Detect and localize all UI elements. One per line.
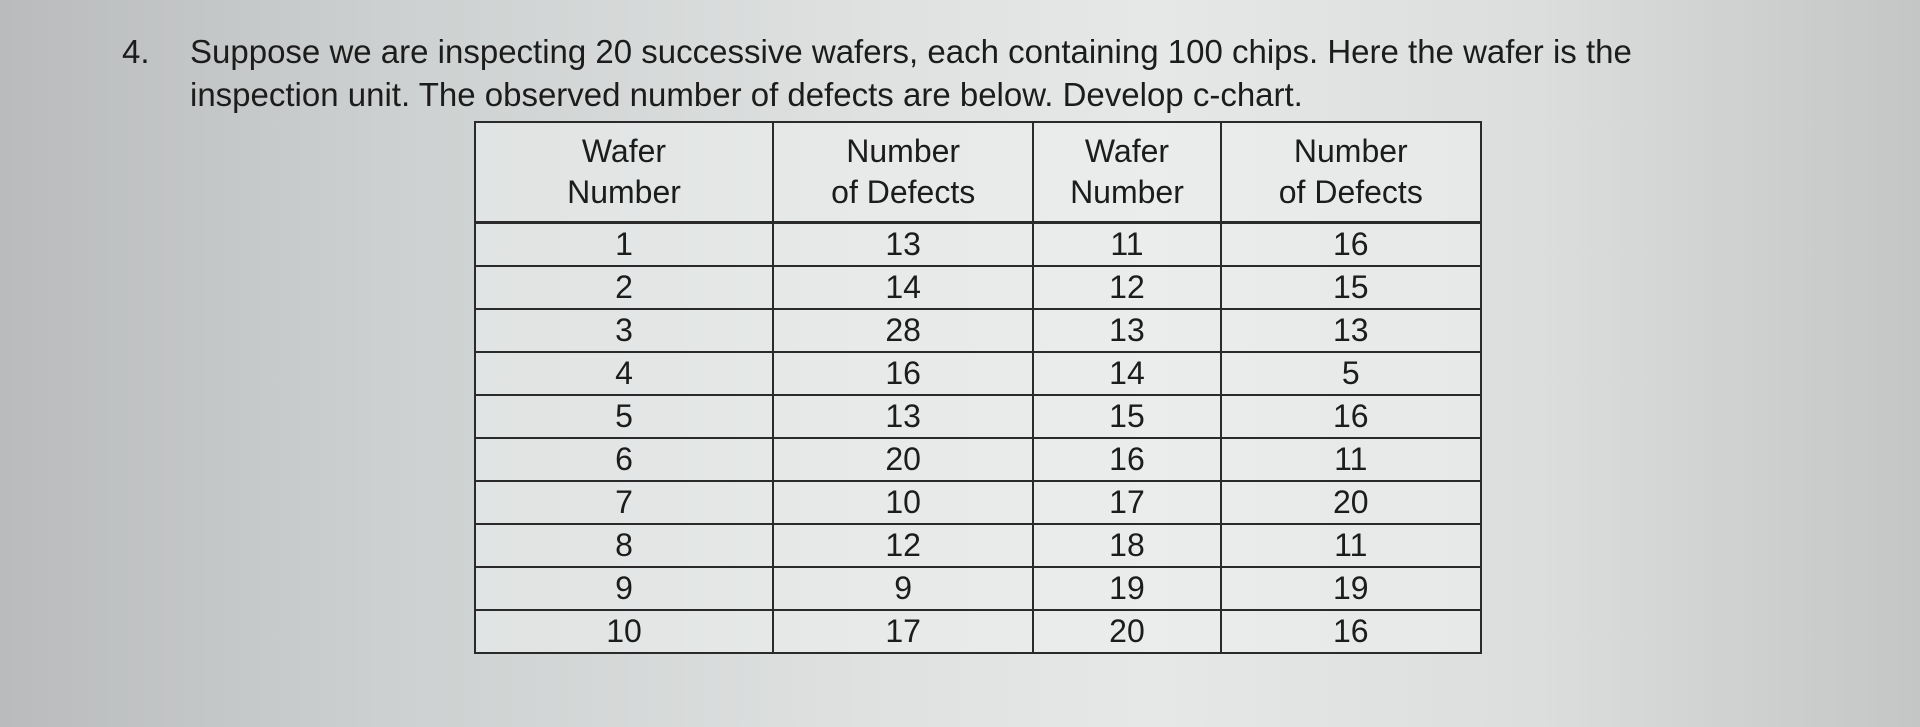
table-row: 2 14 12 15 (474, 265, 1483, 310)
defects-count-cell: 9 (771, 566, 1035, 611)
header-text: Number (1070, 174, 1184, 210)
table-row: 10 17 20 16 (474, 609, 1483, 654)
question-line-1: Suppose we are inspecting 20 successive … (190, 33, 1632, 70)
wafer-number-cell: 15 (1032, 394, 1222, 439)
wafer-number-cell: 9 (474, 566, 774, 611)
wafer-number-cell: 20 (1032, 609, 1222, 654)
defects-count-cell: 28 (771, 308, 1035, 353)
defects-count-cell: 13 (771, 221, 1035, 267)
question-line-2: inspection unit. The observed number of … (190, 76, 1303, 113)
defects-count-cell: 5 (1219, 351, 1483, 396)
wafer-number-cell: 13 (1032, 308, 1222, 353)
header-text: Number (846, 133, 961, 169)
defects-count-cell: 16 (1219, 394, 1483, 439)
defects-count-cell: 16 (1219, 609, 1483, 654)
table-row: 6 20 16 11 (474, 437, 1483, 482)
defects-count-cell: 12 (771, 523, 1035, 568)
header-text: of Defects (831, 174, 976, 210)
header-number-of-defects-1: Number of Defects (771, 121, 1035, 224)
wafer-number-cell: 7 (474, 480, 774, 525)
defects-count-cell: 16 (771, 351, 1035, 396)
wafer-number-cell: 1 (474, 221, 774, 267)
defects-count-cell: 15 (1219, 265, 1483, 310)
wafer-number-cell: 19 (1032, 566, 1222, 611)
wafer-number-cell: 10 (474, 609, 774, 654)
question-number: 4. (122, 33, 150, 70)
wafer-number-cell: 18 (1032, 523, 1222, 568)
defects-count-cell: 13 (1219, 308, 1483, 353)
defects-count-cell: 10 (771, 480, 1035, 525)
wafer-number-cell: 16 (1032, 437, 1222, 482)
header-text: of Defects (1278, 174, 1423, 210)
table-row: 7 10 17 20 (474, 480, 1483, 525)
wafer-number-cell: 4 (474, 351, 774, 396)
defects-count-cell: 20 (771, 437, 1035, 482)
wafer-number-cell: 8 (474, 523, 774, 568)
defects-count-cell: 17 (771, 609, 1035, 654)
wafer-number-cell: 14 (1032, 351, 1222, 396)
defects-count-cell: 14 (771, 265, 1035, 310)
defects-count-cell: 16 (1219, 221, 1483, 267)
header-wafer-number-1: Wafer Number (474, 121, 774, 224)
wafer-number-cell: 5 (474, 394, 774, 439)
header-wafer-number-2: Wafer Number (1032, 121, 1222, 224)
header-number-of-defects-2: Number of Defects (1219, 121, 1483, 224)
defects-table: Wafer Number Number of Defects Wafer Num… (474, 121, 1483, 654)
header-text: Number (567, 174, 681, 210)
header-text: Wafer (581, 133, 667, 169)
wafer-number-cell: 17 (1032, 480, 1222, 525)
table-row: 4 16 14 5 (474, 351, 1483, 396)
table-header-row: Wafer Number Number of Defects Wafer Num… (474, 121, 1483, 224)
wafer-number-cell: 2 (474, 265, 774, 310)
wafer-number-cell: 3 (474, 308, 774, 353)
header-text: Wafer (1084, 133, 1170, 169)
defects-count-cell: 11 (1219, 437, 1483, 482)
table-row: 9 9 19 19 (474, 566, 1483, 611)
wafer-number-cell: 6 (474, 437, 774, 482)
defects-count-cell: 20 (1219, 480, 1483, 525)
wafer-number-cell: 11 (1032, 221, 1222, 267)
table-row: 8 12 18 11 (474, 523, 1483, 568)
wafer-number-cell: 12 (1032, 265, 1222, 310)
table-row: 1 13 11 16 (474, 221, 1483, 267)
table-row: 3 28 13 13 (474, 308, 1483, 353)
question-text: Suppose we are inspecting 20 successive … (190, 30, 1840, 116)
table-row: 5 13 15 16 (474, 394, 1483, 439)
defects-count-cell: 19 (1219, 566, 1483, 611)
defects-count-cell: 13 (771, 394, 1035, 439)
header-text: Number (1293, 133, 1408, 169)
table-body: 1 13 11 16 2 14 12 15 3 28 13 13 4 16 14 5 5 13 15 16 6 20 16 1… (474, 221, 1483, 654)
defects-count-cell: 11 (1219, 523, 1483, 568)
